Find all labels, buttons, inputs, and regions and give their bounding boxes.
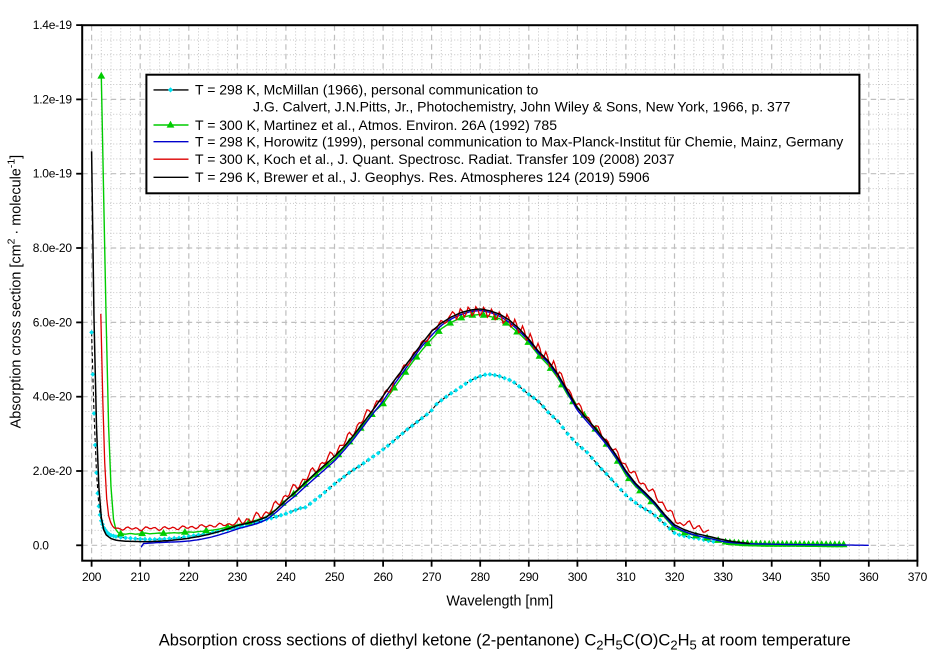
svg-text:6.0e-20: 6.0e-20 [33, 315, 73, 329]
svg-text:4.0e-20: 4.0e-20 [33, 390, 73, 404]
svg-text:220: 220 [179, 570, 199, 584]
svg-text:320: 320 [665, 570, 685, 584]
svg-text:240: 240 [276, 570, 296, 584]
svg-text:T = 298 K, Horowitz (1999), pe: T = 298 K, Horowitz (1999), personal com… [195, 134, 843, 150]
svg-text:260: 260 [373, 570, 393, 584]
svg-text:230: 230 [228, 570, 248, 584]
svg-text:330: 330 [713, 570, 733, 584]
svg-text:1.0e-19: 1.0e-19 [33, 167, 73, 181]
svg-text:340: 340 [762, 570, 782, 584]
svg-text:T = 296 K, Brewer et al., J. G: T = 296 K, Brewer et al., J. Geophys. Re… [195, 169, 650, 185]
svg-text:T = 300 K, Koch et al., J. Qua: T = 300 K, Koch et al., J. Quant. Spectr… [195, 151, 675, 167]
svg-text:0.0: 0.0 [33, 538, 50, 552]
svg-text:Wavelength [nm]: Wavelength [nm] [446, 594, 553, 610]
svg-text:300: 300 [568, 570, 588, 584]
svg-text:250: 250 [325, 570, 345, 584]
svg-text:8.0e-20: 8.0e-20 [33, 241, 73, 255]
svg-text:280: 280 [471, 570, 491, 584]
svg-text:T = 300 K, Martinez et al., At: T = 300 K, Martinez et al., Atmos. Envir… [195, 117, 557, 133]
svg-text:350: 350 [811, 570, 831, 584]
svg-text:210: 210 [131, 570, 151, 584]
svg-text:J.G. Calvert, J.N.Pitts, Jr.,: J.G. Calvert, J.N.Pitts, Jr., Photochemi… [253, 99, 791, 115]
svg-text:1.2e-19: 1.2e-19 [33, 92, 73, 106]
svg-text:2.0e-20: 2.0e-20 [33, 464, 73, 478]
svg-text:360: 360 [859, 570, 879, 584]
svg-text:290: 290 [519, 570, 539, 584]
svg-text:200: 200 [82, 570, 102, 584]
svg-text:370: 370 [908, 570, 928, 584]
svg-text:1.4e-19: 1.4e-19 [33, 18, 73, 32]
svg-text:310: 310 [616, 570, 636, 584]
svg-text:T = 298 K, McMillan (1966), pe: T = 298 K, McMillan (1966), personal com… [195, 82, 539, 98]
svg-text:270: 270 [422, 570, 442, 584]
svg-text:Absorption cross sections of d: Absorption cross sections of diethyl ket… [159, 632, 851, 653]
svg-text:Absorption cross section [cm2: Absorption cross section [cm2 · molecule… [6, 155, 25, 429]
